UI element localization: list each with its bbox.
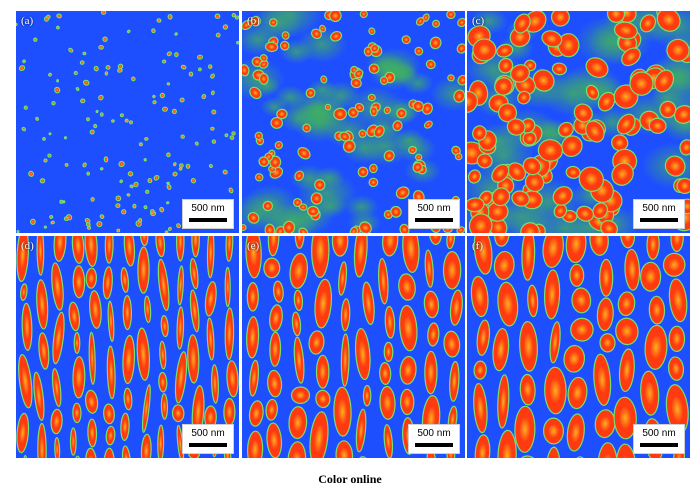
microstructure-image [467,11,690,233]
panel-b: (b) 500 nm [242,11,465,233]
scale-bar-box: 500 nm [408,424,460,454]
scale-bar-box: 500 nm [633,199,685,229]
scale-bar-label: 500 nm [191,428,225,439]
panel-label: (d) [21,240,34,252]
panel-label: (c) [472,15,485,27]
scale-bar [415,218,453,222]
scale-bar-box: 500 nm [408,199,460,229]
scale-bar-box: 500 nm [182,199,234,229]
panel-e: (e) 500 nm [242,236,465,458]
scale-bar [640,443,678,447]
panel-d: (d) 500 nm [16,236,239,458]
panel-label: (f) [472,240,483,252]
scale-bar-label: 500 nm [417,203,451,214]
panel-label: (e) [247,240,260,252]
scale-bar [189,443,227,447]
panel-label: (b) [247,15,260,27]
microstructure-image [467,236,690,458]
microstructure-image [16,236,239,458]
scale-bar-label: 500 nm [417,428,451,439]
scale-bar [189,218,227,222]
scale-bar [415,443,453,447]
scale-bar-box: 500 nm [633,424,685,454]
figure-caption: Color online [318,472,382,486]
microstructure-image [16,11,239,233]
scale-bar-box: 500 nm [182,424,234,454]
scale-bar-label: 500 nm [642,203,676,214]
scale-bar-label: 500 nm [191,203,225,214]
scale-bar [640,218,678,222]
panel-c: (c) 500 nm [467,11,690,233]
microstructure-image [242,11,465,233]
scale-bar-label: 500 nm [642,428,676,439]
panel-f: (f) 500 nm [467,236,690,458]
panel-a: (a) 500 nm [16,11,239,233]
panel-label: (a) [21,15,34,27]
